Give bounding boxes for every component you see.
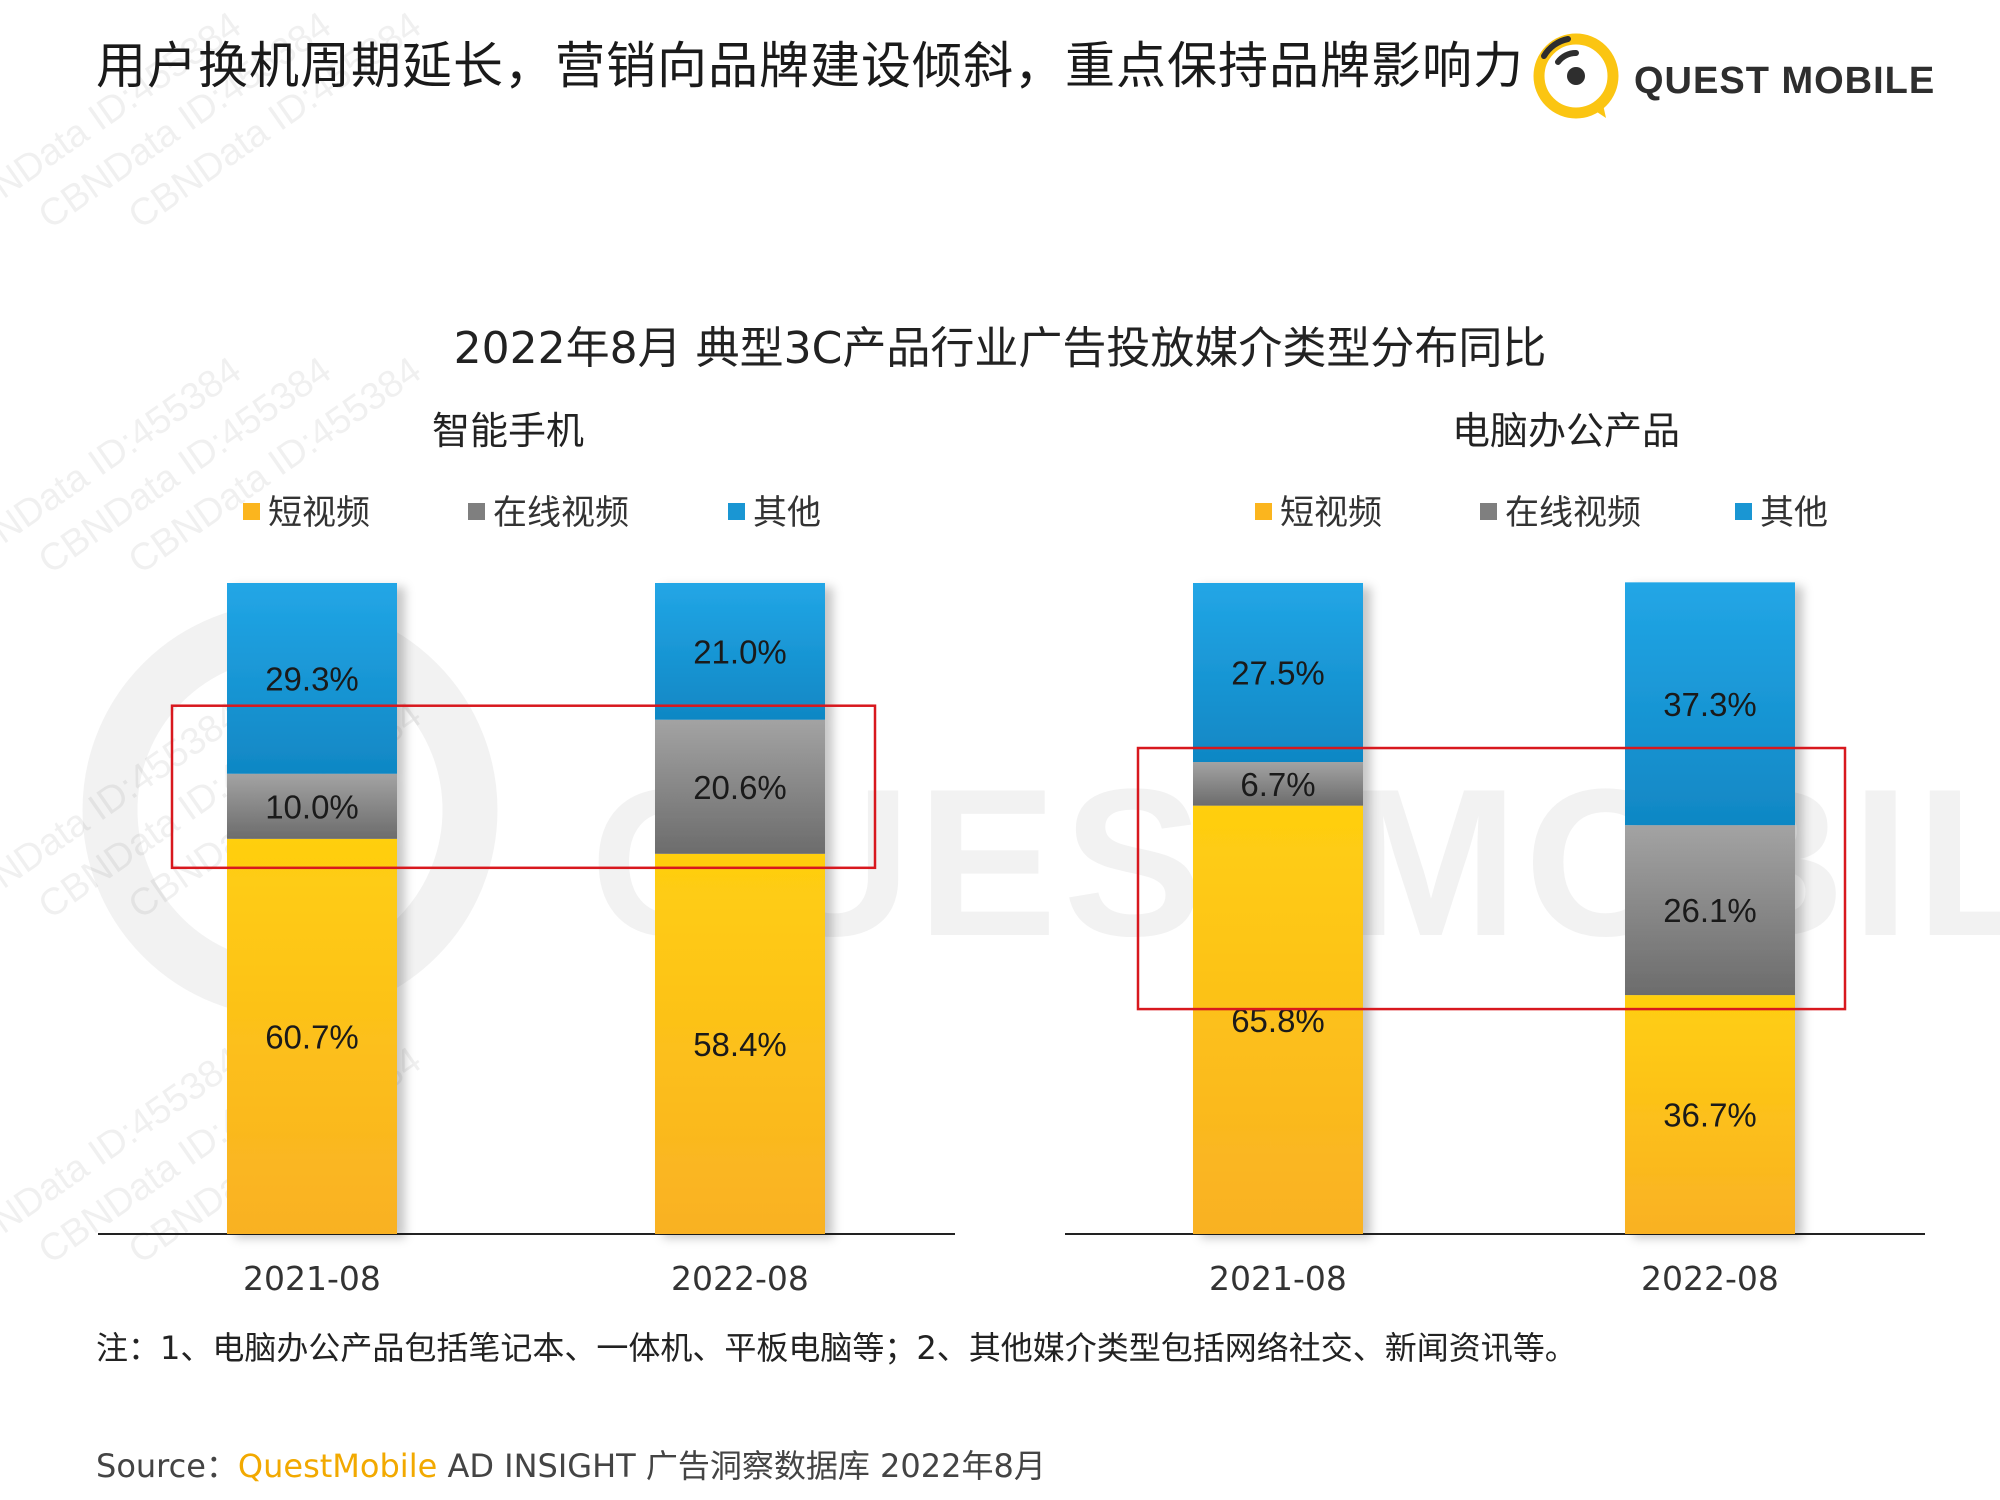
- source-brand: QuestMobile: [237, 1447, 438, 1485]
- data-label: 60.7%: [265, 1018, 359, 1055]
- highlight-box: [170, 704, 877, 870]
- data-label: 6.7%: [1240, 766, 1315, 803]
- legend-item-other: 其他: [728, 485, 821, 534]
- legend-swatch-online-video: [468, 503, 485, 520]
- bar-segment-other: [227, 583, 397, 774]
- data-label: 21.0%: [693, 633, 787, 670]
- bar-segment-short-video: [227, 838, 397, 1234]
- source-prefix: Source：: [96, 1447, 238, 1485]
- legend-label: 其他: [753, 493, 821, 533]
- x-tick-label: 2022-08: [671, 1259, 809, 1298]
- x-tick-label: 2021-08: [1209, 1259, 1347, 1298]
- legend-item-short-video: 短视频: [1255, 485, 1382, 534]
- data-label: 37.3%: [1663, 686, 1757, 723]
- legend-swatch-online-video: [1480, 503, 1497, 520]
- quest-mobile-logo-icon: [1533, 33, 1619, 119]
- bar-segment-other: [1625, 582, 1795, 826]
- legend-label: 在线视频: [1505, 493, 1641, 533]
- footnote: 注：1、电脑办公产品包括笔记本、一体机、平板电脑等；2、其他媒介类型包括网络社交…: [96, 1329, 1577, 1367]
- data-label: 65.8%: [1231, 1002, 1325, 1039]
- bar-stack-2022-08: [655, 583, 825, 1234]
- data-label: 10.0%: [265, 788, 359, 825]
- highlight-box: [1136, 746, 1847, 1011]
- legend-label: 短视频: [1280, 493, 1382, 533]
- bar-segment-short-video: [1193, 805, 1363, 1234]
- bar-stack-2021-08: [1193, 583, 1363, 1234]
- legend-item-short-video: 短视频: [243, 485, 370, 534]
- data-label: 58.4%: [693, 1026, 787, 1063]
- legend-swatch-short-video: [1255, 503, 1272, 520]
- x-tick-label: 2021-08: [243, 1259, 381, 1298]
- legend-item-other: 其他: [1735, 485, 1828, 534]
- legend-label: 其他: [1760, 493, 1828, 533]
- bar-segment-online-video: [227, 773, 397, 839]
- page-headline: 用户换机周期延长，营销向品牌建设倾斜，重点保持品牌影响力: [96, 37, 1524, 95]
- bar-stack-2022-08: [1625, 582, 1795, 1234]
- legend-swatch-short-video: [243, 503, 260, 520]
- legend-item-online-video: 在线视频: [1480, 485, 1641, 534]
- legend-label: 在线视频: [493, 493, 629, 533]
- legend-swatch-other: [728, 503, 745, 520]
- bar-segment-short-video: [655, 853, 825, 1234]
- brand-logo: QUEST MOBILE: [1528, 26, 1948, 122]
- chart-panel-1: 60.7% 10.0% 29.3% 2021-08 58.4% 20.6% 21.0% 202…: [98, 583, 955, 1298]
- bar-segment-online-video: [1193, 762, 1363, 806]
- data-label: 36.7%: [1663, 1097, 1757, 1134]
- data-label: 27.5%: [1231, 655, 1325, 692]
- data-label: 29.3%: [265, 660, 359, 697]
- chart-title: 2022年8月 典型3C产品行业广告投放媒介类型分布同比: [453, 323, 1547, 374]
- chart-panel-2: 65.8% 6.7% 27.5% 2021-08 36.7% 26.1% 37.3% 2022…: [1065, 582, 1925, 1298]
- panel-title-pc-office: 电脑办公产品: [1451, 409, 1680, 453]
- bar-stack-2021-08: [227, 583, 397, 1234]
- bar-segment-short-video: [1625, 995, 1795, 1234]
- source-rest: AD INSIGHT 广告洞察数据库 2022年8月: [437, 1447, 1046, 1485]
- legend-swatch-other: [1735, 503, 1752, 520]
- source-line: Source：QuestMobile AD INSIGHT 广告洞察数据库 20…: [96, 1441, 1046, 1487]
- logo-text: QUEST MOBILE: [1634, 60, 1936, 102]
- legend-item-online-video: 在线视频: [468, 485, 629, 534]
- bar-segment-other: [1193, 583, 1363, 763]
- data-label: 20.6%: [693, 769, 787, 806]
- bar-segment-online-video: [1625, 825, 1795, 996]
- bar-segment-other: [655, 583, 825, 720]
- bar-segment-online-video: [655, 719, 825, 854]
- panel-title-smartphone: 智能手机: [431, 409, 584, 453]
- legend-label: 短视频: [268, 493, 370, 533]
- x-tick-label: 2022-08: [1641, 1259, 1779, 1298]
- data-label: 26.1%: [1663, 892, 1757, 929]
